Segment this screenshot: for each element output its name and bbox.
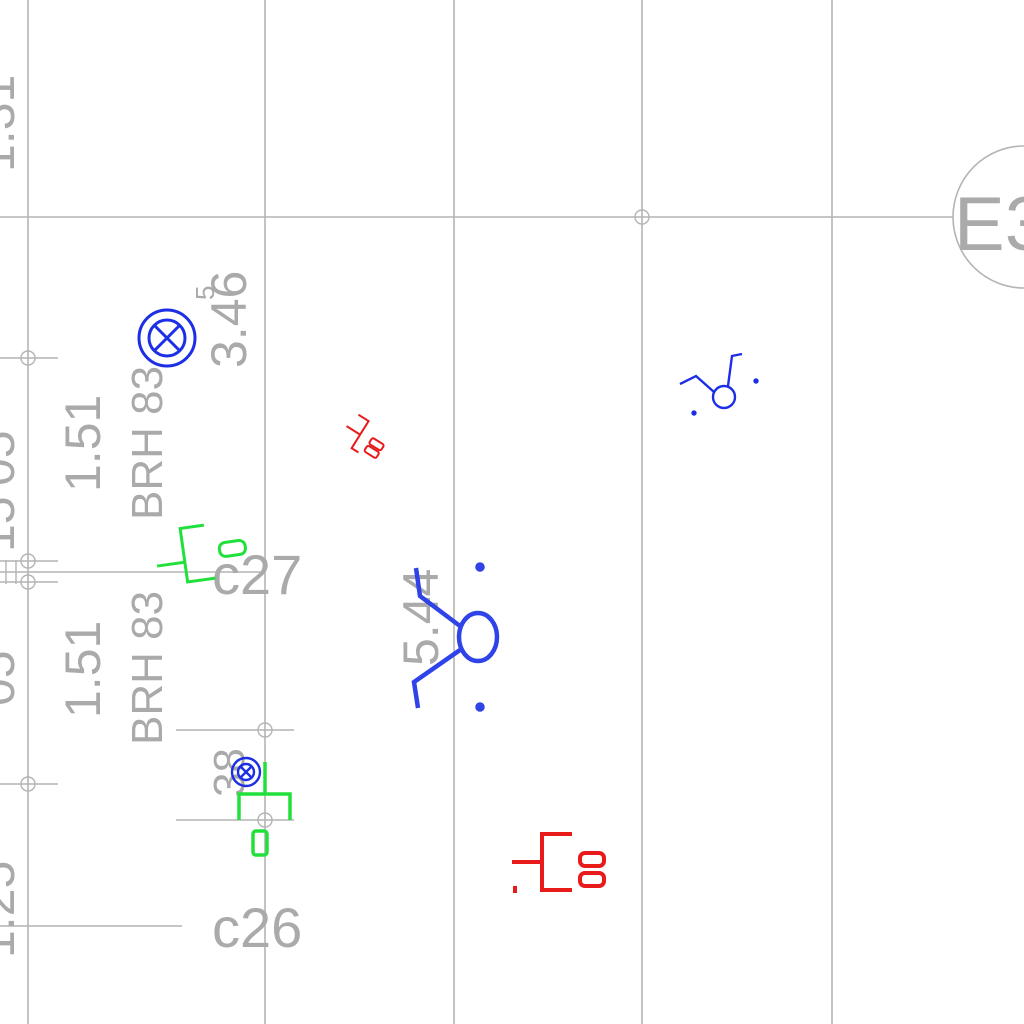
smoke-detector-icon — [230, 756, 262, 788]
dimension-label: 1.51 — [55, 395, 111, 492]
dimension-lines — [0, 209, 650, 927]
dimension-tick — [20, 553, 36, 569]
dimension-label: 1.51 — [55, 621, 111, 718]
floor-outlet-icon — [156, 523, 247, 584]
dimension-label: 5 — [190, 286, 220, 300]
grid-lines — [0, 0, 958, 1024]
dimension-label-edge: 05 — [0, 650, 25, 706]
equipment-tag: BRH 83 — [123, 366, 172, 520]
grid-bubble: E3 — [952, 145, 1024, 289]
smoke-detector-icon — [137, 308, 197, 368]
grid-bubble-label: E3 — [954, 182, 1024, 267]
dimension-tick — [257, 722, 273, 738]
dimension-label-edge: 05 — [0, 430, 25, 486]
grid-bubble-circle — [952, 145, 1024, 289]
junction-box-icon — [237, 762, 292, 857]
dimension-label: 3.46 — [201, 271, 257, 368]
floor-outlet-icon — [512, 832, 606, 893]
dimension-label-edge: 1.25 — [0, 861, 25, 958]
room-label-c27: c27 — [212, 543, 302, 606]
luminaire-icon — [679, 352, 759, 416]
dimension-tick — [20, 776, 36, 792]
floor-outlet-icon — [346, 413, 385, 459]
dimension-tick — [257, 812, 273, 828]
dimension-tick — [20, 350, 36, 366]
equipment-tag: BRH 83 — [123, 591, 172, 745]
dimension-tick — [20, 574, 36, 590]
dimension-label-edge: 1.31 — [0, 75, 25, 172]
dimension-label: 5.44 — [393, 569, 449, 666]
dimension-tick — [634, 209, 650, 225]
luminaire-icon — [411, 562, 500, 712]
dimension-label-edge: 15 — [0, 496, 25, 552]
room-label-c26: c26 — [212, 896, 302, 959]
